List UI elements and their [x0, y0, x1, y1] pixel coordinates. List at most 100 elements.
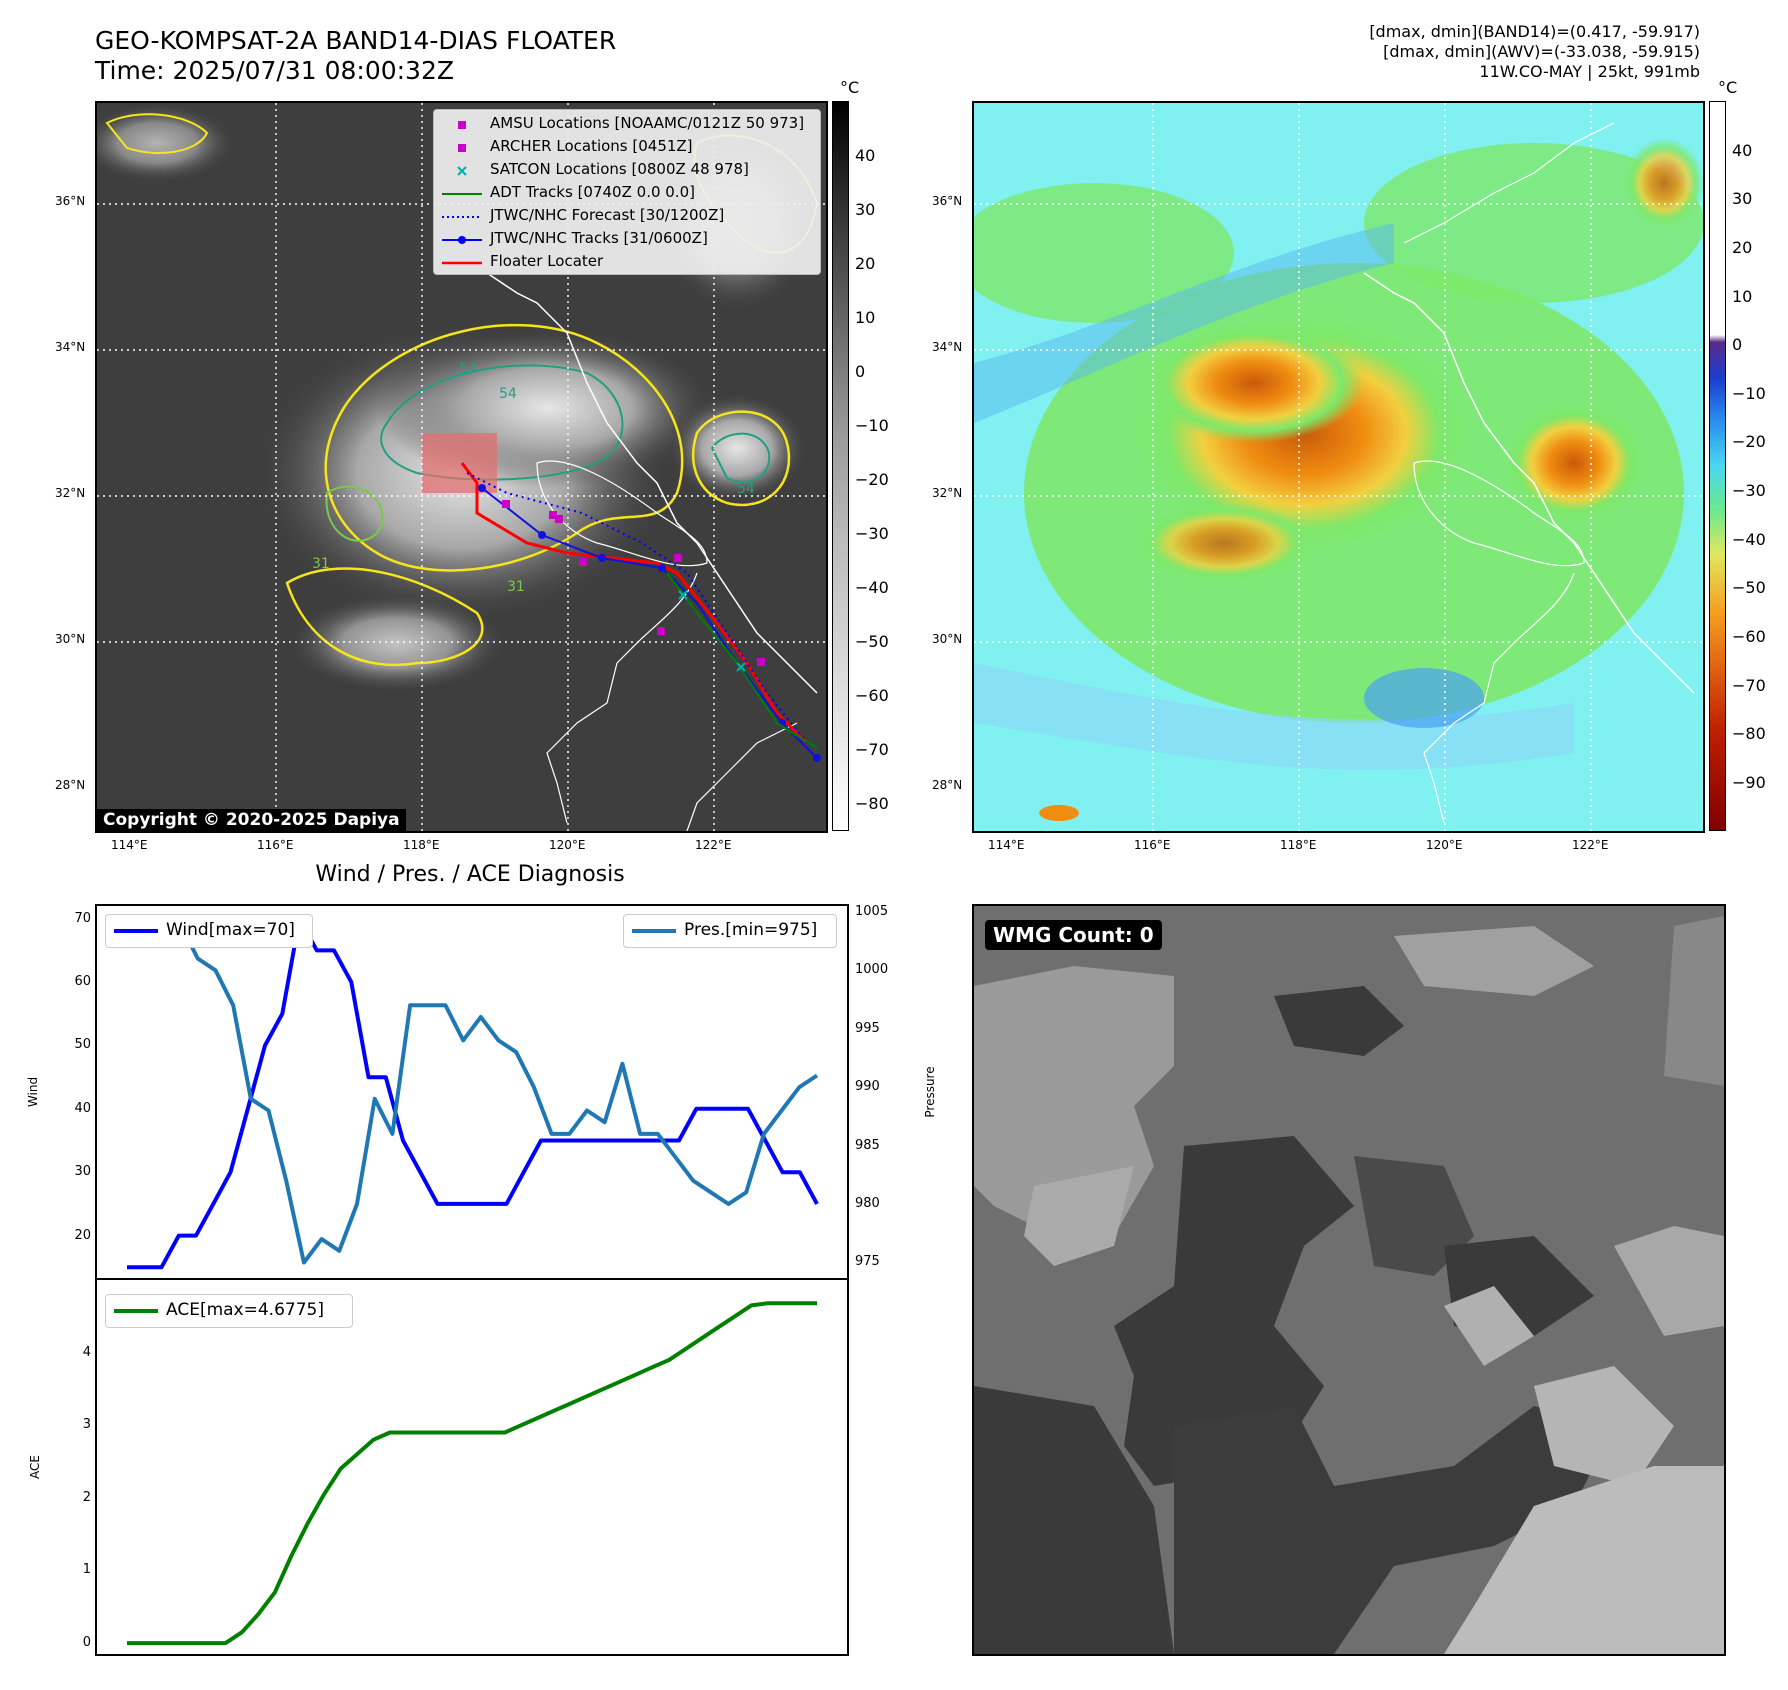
wmg-count-badge: WMG Count: 0 — [985, 920, 1162, 950]
lat-tick-28-left: 28°N — [55, 778, 86, 792]
awv-dry-spot — [1364, 668, 1484, 728]
cbr-0: 0 — [1732, 335, 1743, 354]
legend-forecast-label: JTWC/NHC Forecast [30/1200Z] — [490, 206, 725, 224]
lat-tick-36-right: 36°N — [932, 194, 963, 208]
wmg-image — [974, 906, 1724, 1654]
pressure-tick: 975 — [855, 1254, 880, 1270]
ace-axis-label: ACE — [28, 1455, 42, 1479]
lon-tick-120-left: 120°E — [549, 838, 586, 852]
series-line-ace — [127, 1301, 817, 1646]
awv-dry-band-south — [974, 663, 1574, 770]
ace-tick: 3 — [82, 1417, 91, 1433]
lat-tick-34-right: 34°N — [932, 340, 963, 354]
wind-tick: 20 — [74, 1227, 91, 1243]
cloud-mass-south — [287, 593, 507, 693]
wmg-panel: WMG Count: 0 — [972, 904, 1726, 1656]
wind-pressure-panel: Wind[max=70] Pres.[min=975] — [95, 904, 849, 1282]
awv-moist-ne — [1364, 143, 1703, 303]
lat-tick-30-left: 30°N — [55, 632, 86, 646]
awv-map-panel — [972, 101, 1705, 833]
legend-adt-label: ADT Tracks [0740Z 0.0 0.0] — [490, 183, 695, 201]
awv-coastline-south — [1423, 572, 1575, 824]
wmg-light-region-5 — [1534, 1366, 1674, 1486]
legend-amsu-icon — [442, 116, 482, 134]
lon-tick-118-left: 118°E — [403, 838, 440, 852]
legend-jtwc-label: JTWC/NHC Tracks [31/0600Z] — [490, 229, 708, 247]
cbr-m10: −10 — [1732, 384, 1766, 403]
pressure-tick: 995 — [855, 1020, 880, 1036]
lon-tick-114-left: 114°E — [111, 838, 148, 852]
cbr-m60: −60 — [1732, 627, 1766, 646]
awv-coastline — [1363, 272, 1695, 694]
contour-label-2: 54 — [499, 386, 517, 402]
cbl-m80: −80 — [855, 794, 889, 813]
awv-hot-sw — [1039, 805, 1079, 821]
pres-legend-line — [632, 929, 676, 933]
wind-legend-line — [114, 929, 158, 933]
awv-estuary — [1413, 460, 1585, 567]
lat-tick-28-right: 28°N — [932, 778, 963, 792]
coastline-se — [686, 722, 798, 831]
diagnosis-title: Wind / Pres. / ACE Diagnosis — [315, 862, 625, 887]
lat-tick-30-right: 30°N — [932, 632, 963, 646]
cbr-10: 10 — [1732, 287, 1753, 306]
archer-box — [422, 433, 497, 493]
ace-legend-line — [114, 1309, 158, 1313]
pressure-tick: 1000 — [855, 962, 889, 978]
wind-tick: 40 — [74, 1100, 91, 1116]
awv-hot-north — [1144, 323, 1364, 443]
lon-tick-116-left: 116°E — [257, 838, 294, 852]
contour-yellow-nw — [105, 113, 209, 154]
cbl-m20: −20 — [855, 470, 889, 489]
ace-tick: 2 — [82, 1489, 91, 1505]
wind-legend-label: Wind[max=70] — [166, 920, 295, 940]
legend-floater-icon — [442, 254, 482, 272]
contour-label-4: 31 — [507, 579, 525, 595]
series-line-wind — [127, 916, 819, 1270]
lon-tick-118-right: 118°E — [1280, 838, 1317, 852]
cbl-20: 20 — [855, 254, 876, 273]
awv-moist-nw — [974, 183, 1234, 323]
awv-grid — [974, 103, 1703, 831]
pres-legend: Pres.[min=975] — [623, 914, 837, 948]
cbl-0: 0 — [855, 362, 866, 381]
figure-title: GEO-KOMPSAT-2A BAND14-DIAS FLOATER Time:… — [95, 26, 616, 86]
contour-label-1: 54 — [459, 361, 477, 377]
wind-tick: 60 — [74, 974, 91, 990]
legend-adt-icon — [442, 185, 482, 203]
legend-jtwc-icon — [442, 231, 482, 249]
ace-legend-label: ACE[max=4.6775] — [166, 1300, 324, 1320]
info-line-2: [dmax, dmin](AWV)=(-33.038, -59.915) — [1383, 42, 1700, 61]
awv-hot-south — [1134, 503, 1314, 583]
ace-plot — [127, 1301, 817, 1646]
wmg-dark-region-6 — [1174, 1406, 1614, 1654]
awv-coastline-north — [1403, 122, 1615, 244]
lat-tick-36-left: 36°N — [55, 194, 86, 208]
copyright-label: Copyright © 2020-2025 Dapiya — [97, 809, 406, 831]
cbr-m90: −90 — [1732, 773, 1766, 792]
wmg-dark-region-2 — [1114, 1136, 1354, 1486]
cbl-m10: −10 — [855, 416, 889, 435]
cbl-30: 30 — [855, 200, 876, 219]
wmg-light-region-4 — [1444, 1286, 1534, 1366]
wmg-mid-region-1 — [1664, 916, 1724, 1086]
ir-map-panel: 54 54 31 31 54 AMSU Locations [NOAAMC/01… — [95, 101, 828, 833]
cbr-m40: −40 — [1732, 530, 1766, 549]
awv-dry-band-north — [974, 223, 1394, 423]
contour-label-5: 54 — [737, 481, 755, 497]
contour-teal-main — [380, 364, 624, 481]
colorbar-right-unit: °C — [1718, 78, 1738, 97]
colorbar-right — [1709, 101, 1726, 831]
lon-tick-122-left: 122°E — [695, 838, 732, 852]
legend-archer-icon — [442, 139, 482, 157]
cbr-20: 20 — [1732, 238, 1753, 257]
wmg-light-region-3 — [1394, 926, 1594, 996]
contour-yellow-east — [692, 410, 791, 507]
lon-tick-122-right: 122°E — [1572, 838, 1609, 852]
pressure-tick: 980 — [855, 1196, 880, 1212]
title-line-2: Time: 2025/07/31 08:00:32Z — [95, 56, 454, 85]
legend-floater-label: Floater Locater — [490, 252, 604, 270]
pressure-tick: 1005 — [855, 903, 889, 919]
satcon-markers — [678, 590, 746, 672]
series-line-pres — [127, 921, 819, 1265]
